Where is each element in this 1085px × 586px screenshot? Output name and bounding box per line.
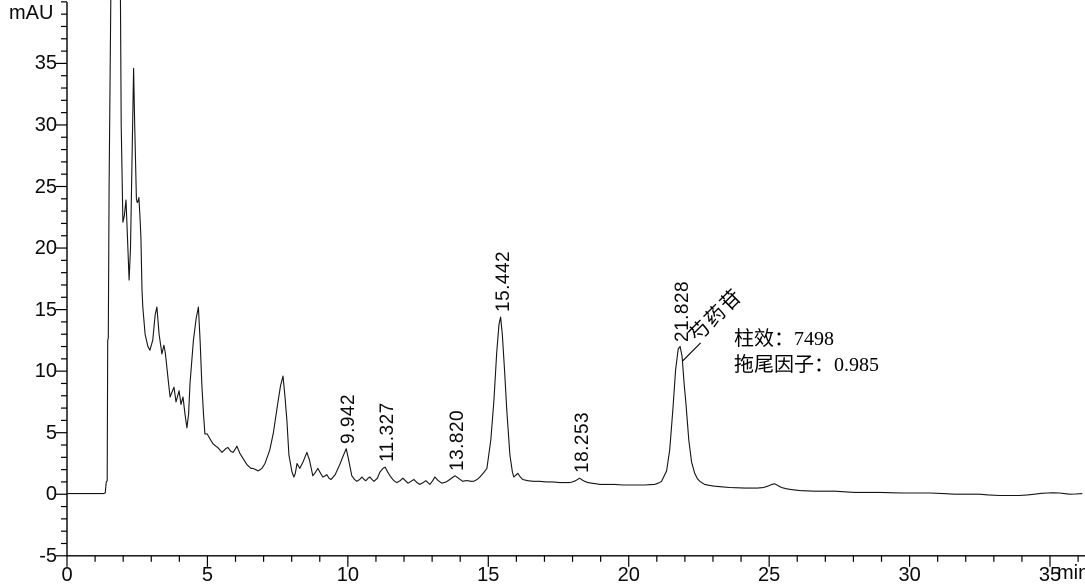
peak-retention-time-label: 9.942 [338,393,360,444]
column-efficiency-text: 柱效：7498 [734,328,834,350]
x-tick-label: 25 [758,564,781,586]
peak-retention-time-label: 18.253 [571,412,593,474]
x-axis-unit-label: min [1057,562,1085,584]
y-axis-unit-label: mAU [9,2,54,24]
peak-retention-time-label: 21.828 [672,280,694,342]
x-tick-label: 20 [617,564,640,586]
x-tick-label: 30 [898,564,921,586]
y-tick-label: 10 [34,360,57,383]
x-tick-label: 5 [201,564,213,586]
y-tick-label: 30 [34,113,57,136]
y-tick-label: 25 [34,175,57,198]
peak-retention-time-label: 11.327 [377,402,399,463]
x-tick-label: 35 [1038,564,1062,586]
y-tick-label: 15 [34,298,57,321]
tailing-factor-text: 拖尾因子：0.985 [734,354,879,376]
peak-retention-time-label: 13.820 [447,409,469,471]
compound-leader-line [682,342,702,362]
peak-retention-time-label: 15.442 [492,250,514,312]
x-tick-label: 0 [61,564,73,586]
chromatogram-trace [67,0,1083,497]
peak-statistics-annotation: 柱效：7498 拖尾因子：0.985 [734,326,879,378]
y-tick-label: -5 [39,544,57,567]
y-tick-label: 35 [34,52,57,75]
x-tick-label: 10 [336,564,359,586]
y-tick-label: 0 [45,483,57,506]
y-tick-label: 20 [34,237,57,260]
y-tick-label: 5 [45,421,57,444]
x-tick-label: 15 [477,564,500,586]
